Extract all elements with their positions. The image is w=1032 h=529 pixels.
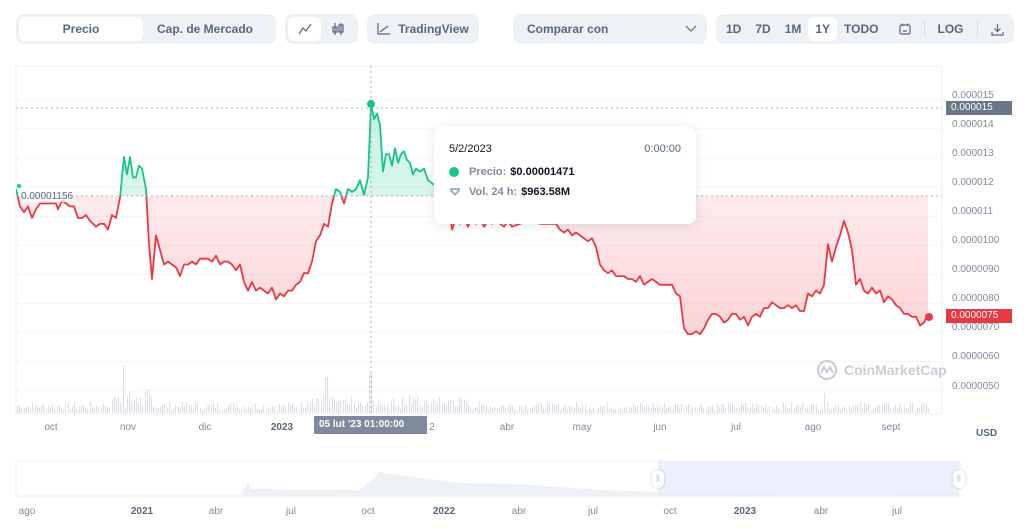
navigator-tick-label: 2021 [130,506,154,517]
navigator-tick-label: oct [663,506,677,517]
divider [923,21,925,37]
range-1d[interactable]: 1D [726,22,742,36]
x-tick-label: jun [653,422,667,433]
calendar-icon [898,23,911,35]
y-tick-label: 0.0000060 [952,351,1000,363]
compare-dropdown[interactable]: Comparar con [513,14,707,44]
navigator-tick-label: abr [208,506,224,517]
candlestick-icon [331,23,344,35]
tooltip-volume-label: Vol. 24 h: [469,186,518,198]
y-tick-label: 0.000015 [952,90,994,101]
tradingview-label: TradingView [398,22,469,36]
y-tick-label: 0.000013 [952,148,994,160]
divider [976,21,978,37]
x-tick-label: 2 [429,422,435,433]
tooltip-date: 5/2/2023 [449,143,492,155]
high-price-badge: 0.000015 [946,101,1012,115]
x-tick-label: jul [730,422,742,433]
navigator-tick-label: abr [511,506,527,517]
navigator-left-handle[interactable]: || [652,470,664,488]
chevron-down-icon [685,25,697,32]
crosshair-date-badge: 05 lut '23 01:00:00 [314,416,427,434]
navigator-right-handle[interactable]: || [953,470,965,488]
navigator-tick-label: ago [18,506,36,517]
x-tick-label: 2023 [270,422,294,433]
y-tick-label: 0.000012 [952,177,994,189]
line-chart-button[interactable] [288,17,321,41]
download-icon [990,23,1004,36]
compare-label: Comparar con [527,22,609,36]
y-tick-label: 0.0000050 [952,380,1000,392]
log-scale-button[interactable]: LOG [937,22,964,36]
tooltip-time: 0:00:00 [644,143,681,155]
time-range-selector: 1D 7D 1M 1Y TODO LOG [716,14,1014,44]
download-button[interactable] [984,17,1011,41]
coinmarketcap-watermark: CoinMarketCap [816,359,947,381]
navigator-tick-label: abr [813,506,829,517]
tab-price[interactable]: Precio [19,17,143,41]
navigator-tick-label: jul [891,506,903,517]
y-tick-label: 0.000014 [952,119,994,131]
volume-shield-icon [450,188,460,196]
x-tick-label: nov [119,422,137,433]
date-range-button[interactable] [892,17,918,41]
navigator-tick-label: jul [587,506,599,517]
x-tick-label: oct [44,422,58,433]
chart-type-toggle [285,14,358,44]
x-tick-label: sept [881,422,901,433]
current-price-badge: 0.0000075 [946,309,1012,323]
y-tick-label: 0.0000070 [952,322,1000,334]
chart-tooltip: 5/2/2023 0:00:00 Precio: $0.00001471 Vol… [434,126,696,224]
currency-label: USD [976,428,998,439]
baseline-price-label: 0.00001156 [21,191,74,202]
y-tick-label: 0.0000100 [952,235,1000,247]
y-tick-label: 0.0000090 [952,264,1000,276]
price-marketcap-toggle: Precio Cap. de Mercado [16,14,276,44]
navigator-tick-label: 2023 [733,506,757,517]
tooltip-price-label: Precio: [469,166,507,178]
tab-market-cap[interactable]: Cap. de Mercado [156,22,254,36]
range-all[interactable]: TODO [844,22,879,36]
navigator-tick-label: 2022 [432,506,456,517]
range-1m[interactable]: 1M [784,22,802,36]
range-1y[interactable]: 1Y [808,17,838,41]
coinmarketcap-logo-icon [816,359,838,381]
x-tick-label: ago [804,422,822,433]
x-tick-label: dic [198,422,212,433]
price-series-dot-icon [449,167,459,177]
tooltip-price-value: $0.00001471 [510,166,575,178]
x-tick-label: abr [499,422,515,433]
chart-toolbar: Precio Cap. de Mercado TradingView Compa… [16,14,1016,44]
y-tick-label: 0.0000080 [952,293,1000,305]
navigator-tick-label: oct [361,506,375,517]
x-tick-label: may [572,422,592,433]
line-chart-icon [298,23,311,35]
candlestick-button[interactable] [321,17,354,41]
tradingview-button[interactable]: TradingView [367,14,479,44]
tradingview-icon [377,23,391,35]
y-tick-label: 0.000011 [952,206,993,218]
navigator-tick-label: jul [285,506,297,517]
range-7d[interactable]: 7D [755,22,771,36]
tooltip-volume-value: $963.58M [521,186,571,198]
